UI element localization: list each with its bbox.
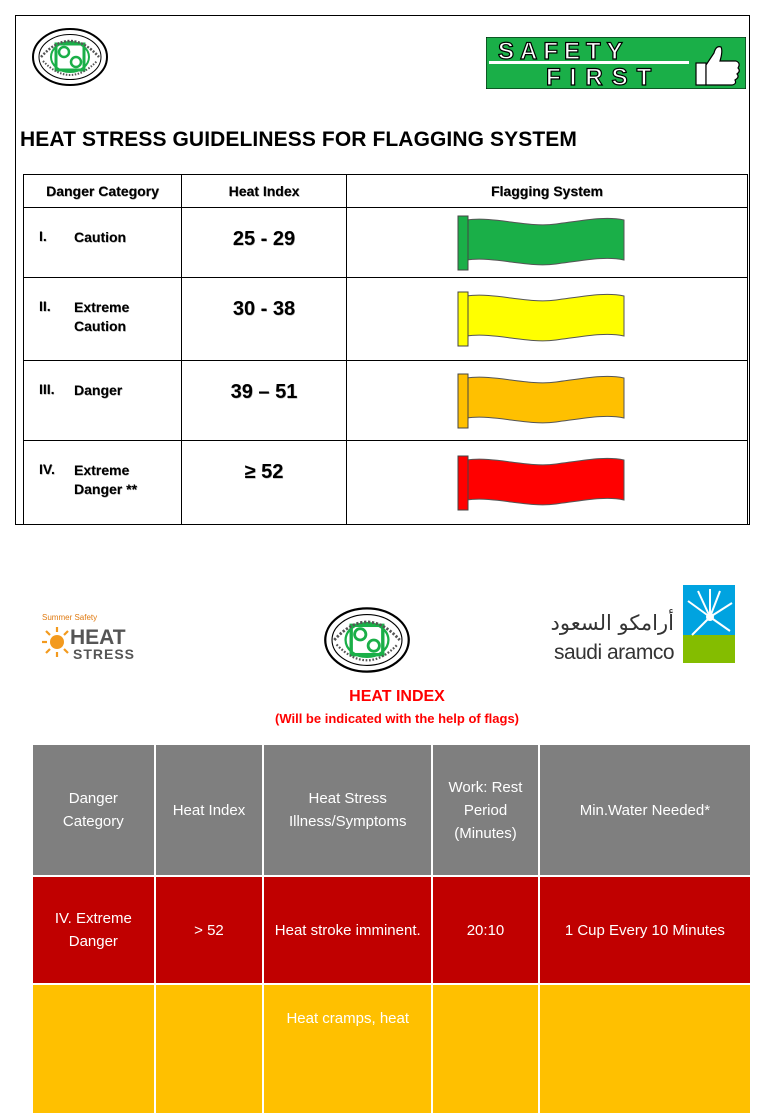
header-symptoms: Heat Stress Illness/Symptoms (264, 745, 432, 875)
slide-title: HEAT INDEX (349, 688, 445, 705)
category-cell (33, 985, 154, 1113)
water-cell: 1 Cup Every 10 Minutes (539, 877, 750, 983)
category-label: Caution (74, 229, 127, 245)
aramco-arabic-text: أرامكو السعودية (550, 609, 674, 635)
page-title: HEAT STRESS GUIDELINESS FOR FLAGGING SYS… (20, 128, 577, 151)
heat-index-table: Danger Category Heat Index Heat Stress I… (31, 743, 752, 1115)
category-label: Extreme Caution (74, 299, 130, 334)
heat-index-slide: Summer Safety HEAT STRESS أرامكو السعودي… (0, 578, 768, 1113)
company-logo (32, 28, 108, 86)
heat-index-cell: > 52 (155, 877, 263, 983)
category-number: II. (39, 298, 51, 314)
category-cell: I. Caution (23, 207, 182, 278)
heat-index-value: 39 – 51 (181, 360, 347, 441)
table-row: IV. Extreme Danger > 52 Heat stroke immi… (33, 877, 750, 983)
heat-index-value: 25 - 29 (181, 207, 347, 278)
thumbs-up-icon (695, 46, 740, 86)
first-word: FIRST (546, 64, 660, 89)
table-row: III. Danger 39 – 51 (23, 360, 748, 441)
table-row: II. Extreme Caution 30 - 38 (23, 277, 748, 361)
company-logo (324, 607, 410, 673)
category-cell: IV. Extreme Danger (33, 877, 154, 983)
symptoms-cell: Heat stroke imminent. (264, 877, 432, 983)
category-cell: IV. Extreme Danger ** (23, 440, 182, 525)
heat-index-value: 30 - 38 (181, 277, 347, 361)
header-danger-category: Danger Category (23, 174, 182, 208)
flag-cell (346, 277, 748, 361)
table-row: Heat cramps, heat (33, 985, 750, 1113)
category-cell: II. Extreme Caution (23, 277, 182, 361)
header-danger-category: Danger Category (33, 745, 154, 875)
table-row: IV. Extreme Danger ** ≥ 52 (23, 440, 748, 525)
heat-word: HEAT (70, 626, 126, 649)
header-heat-index: Heat Index (155, 745, 263, 875)
aramco-star-icon (683, 585, 735, 663)
saudi-aramco-logo: أرامكو السعودية saudi aramco (550, 585, 735, 664)
flag-cell (346, 207, 748, 278)
slide-subtitle: (Will be indicated with the help of flag… (275, 711, 519, 726)
work-rest-cell: 20:10 (433, 877, 538, 983)
table-row: I. Caution 25 - 29 (23, 207, 748, 278)
symptoms-cell: Heat cramps, heat (264, 985, 432, 1113)
flag-cell (346, 440, 748, 525)
category-number: I. (39, 228, 47, 244)
header-flagging-system: Flagging System (346, 174, 748, 208)
flag-cell (346, 360, 748, 441)
category-cell: III. Danger (23, 360, 182, 441)
heat-stress-logo: Summer Safety HEAT STRESS (42, 613, 135, 662)
safety-first-banner: SAFETY FIRST (485, 36, 747, 92)
work-rest-cell (433, 985, 538, 1113)
summer-safety-text: Summer Safety (42, 613, 97, 622)
heat-index-cell (155, 985, 263, 1113)
green-flag-icon (457, 215, 625, 270)
aramco-latin-text: saudi aramco (554, 641, 674, 664)
heat-index-value: ≥ 52 (181, 440, 347, 525)
category-number: IV. (39, 461, 55, 477)
header-heat-index: Heat Index (181, 174, 347, 208)
header-water-needed: Min.Water Needed* (539, 745, 750, 875)
category-number: III. (39, 381, 55, 397)
orange-flag-icon (457, 373, 625, 428)
header-work-rest: Work: Rest Period (Minutes) (433, 745, 538, 875)
safety-word: SAFETY (498, 38, 629, 65)
water-cell (539, 985, 750, 1113)
category-label: Extreme Danger ** (74, 462, 138, 497)
red-flag-icon (457, 455, 625, 510)
category-label: Danger (74, 382, 123, 398)
sun-icon (42, 627, 69, 657)
flagging-table: Danger Category Heat Index Flagging Syst… (23, 174, 748, 525)
flagging-guideline-document: SAFETY FIRST HEAT STRESS GUIDELINESS FOR… (15, 15, 750, 525)
stress-word: STRESS (73, 646, 135, 662)
yellow-flag-icon (457, 291, 625, 347)
